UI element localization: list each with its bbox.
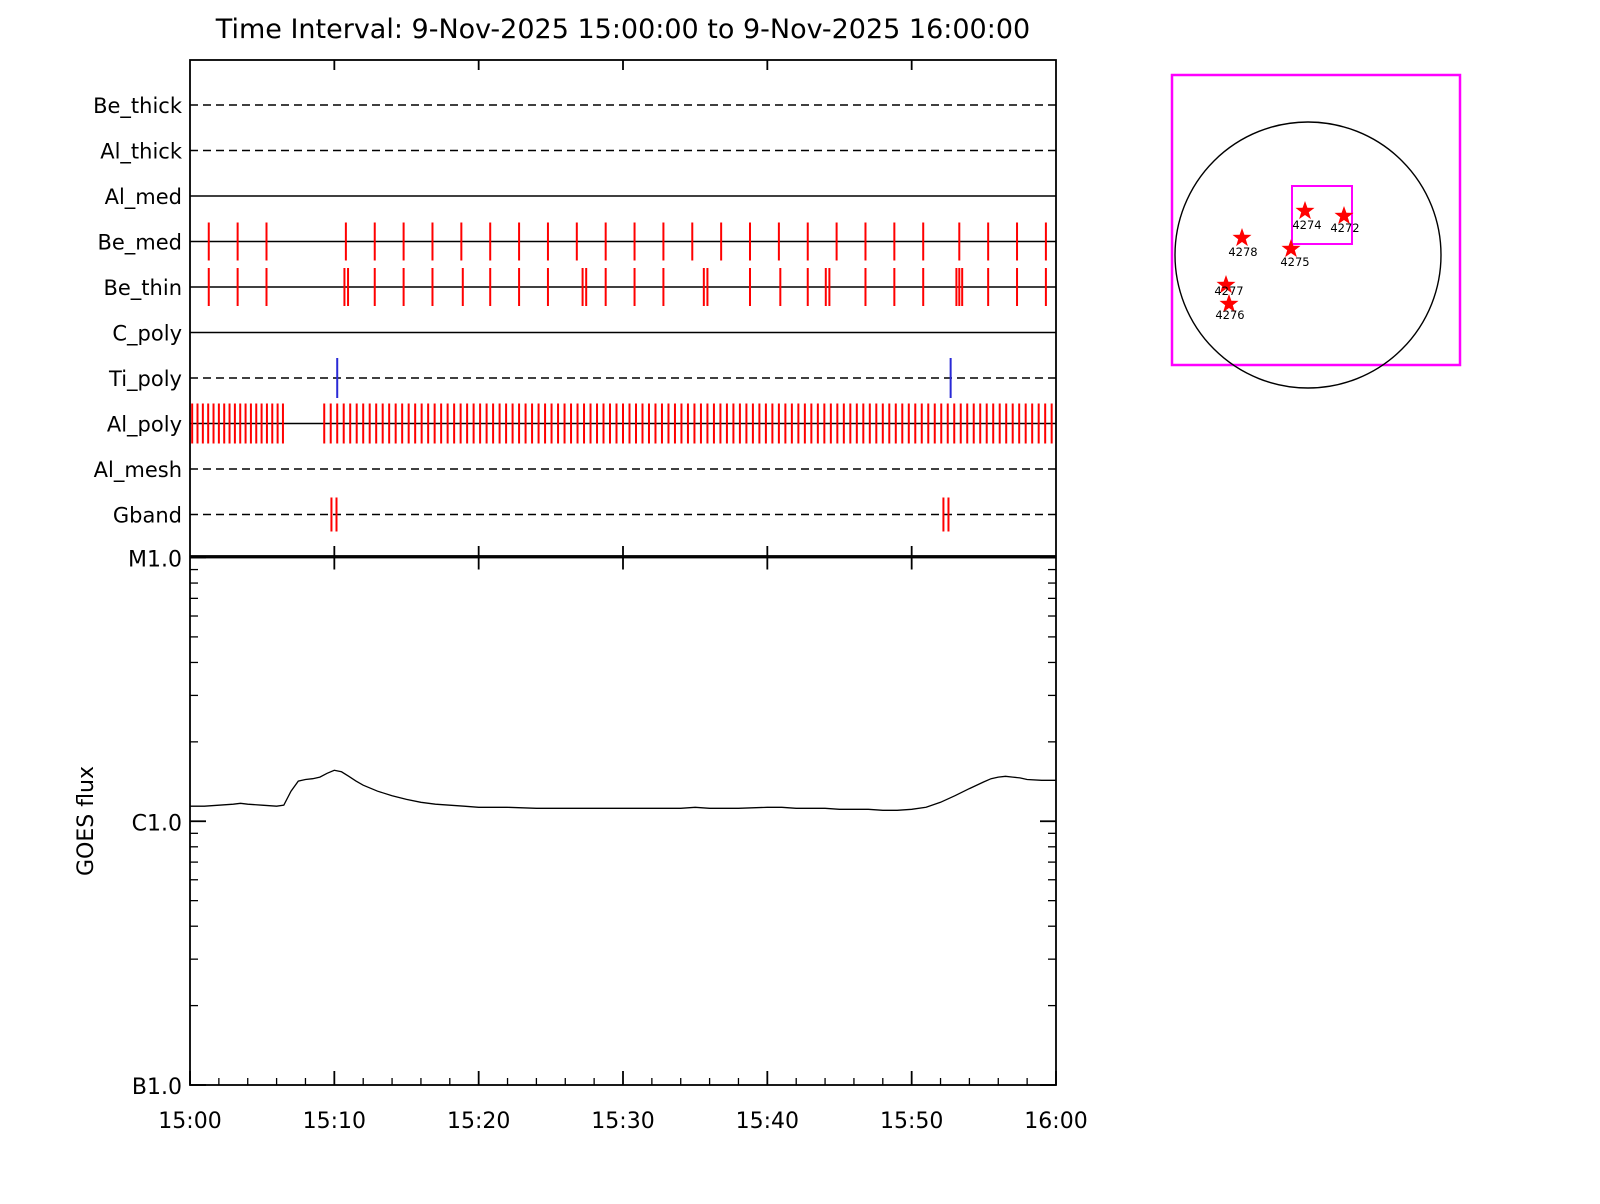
y-axis-label: B1.0 [132,1075,182,1100]
active-region-star-4274 [1295,201,1315,220]
filter-label-Al_thick: Al_thick [100,140,183,165]
generated-plot-content: Be_thick Al_thick Al_med Be_med Be_thin C_pol… [93,59,1462,1134]
filter-label-Ti_poly: Ti_poly [108,367,182,392]
active-region-star-4275 [1281,239,1301,258]
sun-map-outer-box [1170,73,1462,367]
active-region-label-4272: 4272 [1330,221,1359,235]
filter-label-Al_poly: Al_poly [107,413,182,438]
active-region-label-4274: 4274 [1292,218,1321,232]
filter-label-Be_thick: Be_thick [93,94,183,119]
active-region-label-4275: 4275 [1280,255,1309,269]
solar-disk [1174,121,1442,389]
active-region-label-4276: 4276 [1215,308,1244,322]
goes-flux-curve [190,769,1056,811]
filter-label-C_poly: C_poly [112,322,182,347]
y-axis-label: C1.0 [132,811,182,836]
active-region-label-4278: 4278 [1228,245,1257,259]
x-axis-label: 15:50 [880,1109,943,1134]
x-axis-label: 15:00 [158,1109,221,1134]
x-axis-label: 15:30 [591,1109,654,1134]
plot-title: Time Interval: 9-Nov-2025 15:00:00 to 9-… [215,14,1030,45]
filter-label-Be_thin: Be_thin [103,276,182,301]
filter-label-Gband: Gband [113,504,182,528]
filter-panel-border [189,59,1057,557]
x-axis-label: 16:00 [1024,1109,1087,1134]
x-axis-label: 15:10 [303,1109,366,1134]
goes-flux-axis-label: GOES flux [74,766,99,876]
filter-label-Be_med: Be_med [97,231,182,256]
active-region-star-4278 [1232,228,1252,247]
filter-label-Al_mesh: Al_mesh [94,458,182,483]
active-region-label-4277: 4277 [1214,284,1243,298]
active-region-star-4277 [1216,275,1236,294]
active-region-star-4272 [1334,206,1354,225]
x-axis-label: 15:40 [736,1109,799,1134]
filter-label-Al_med: Al_med [105,185,182,210]
goes-panel-border [189,556,1057,1086]
x-axis-label: 15:20 [447,1109,510,1134]
xrt-fov-box [1291,185,1353,245]
active-region-star-4276 [1219,294,1239,313]
y-axis-label: M1.0 [128,548,182,573]
